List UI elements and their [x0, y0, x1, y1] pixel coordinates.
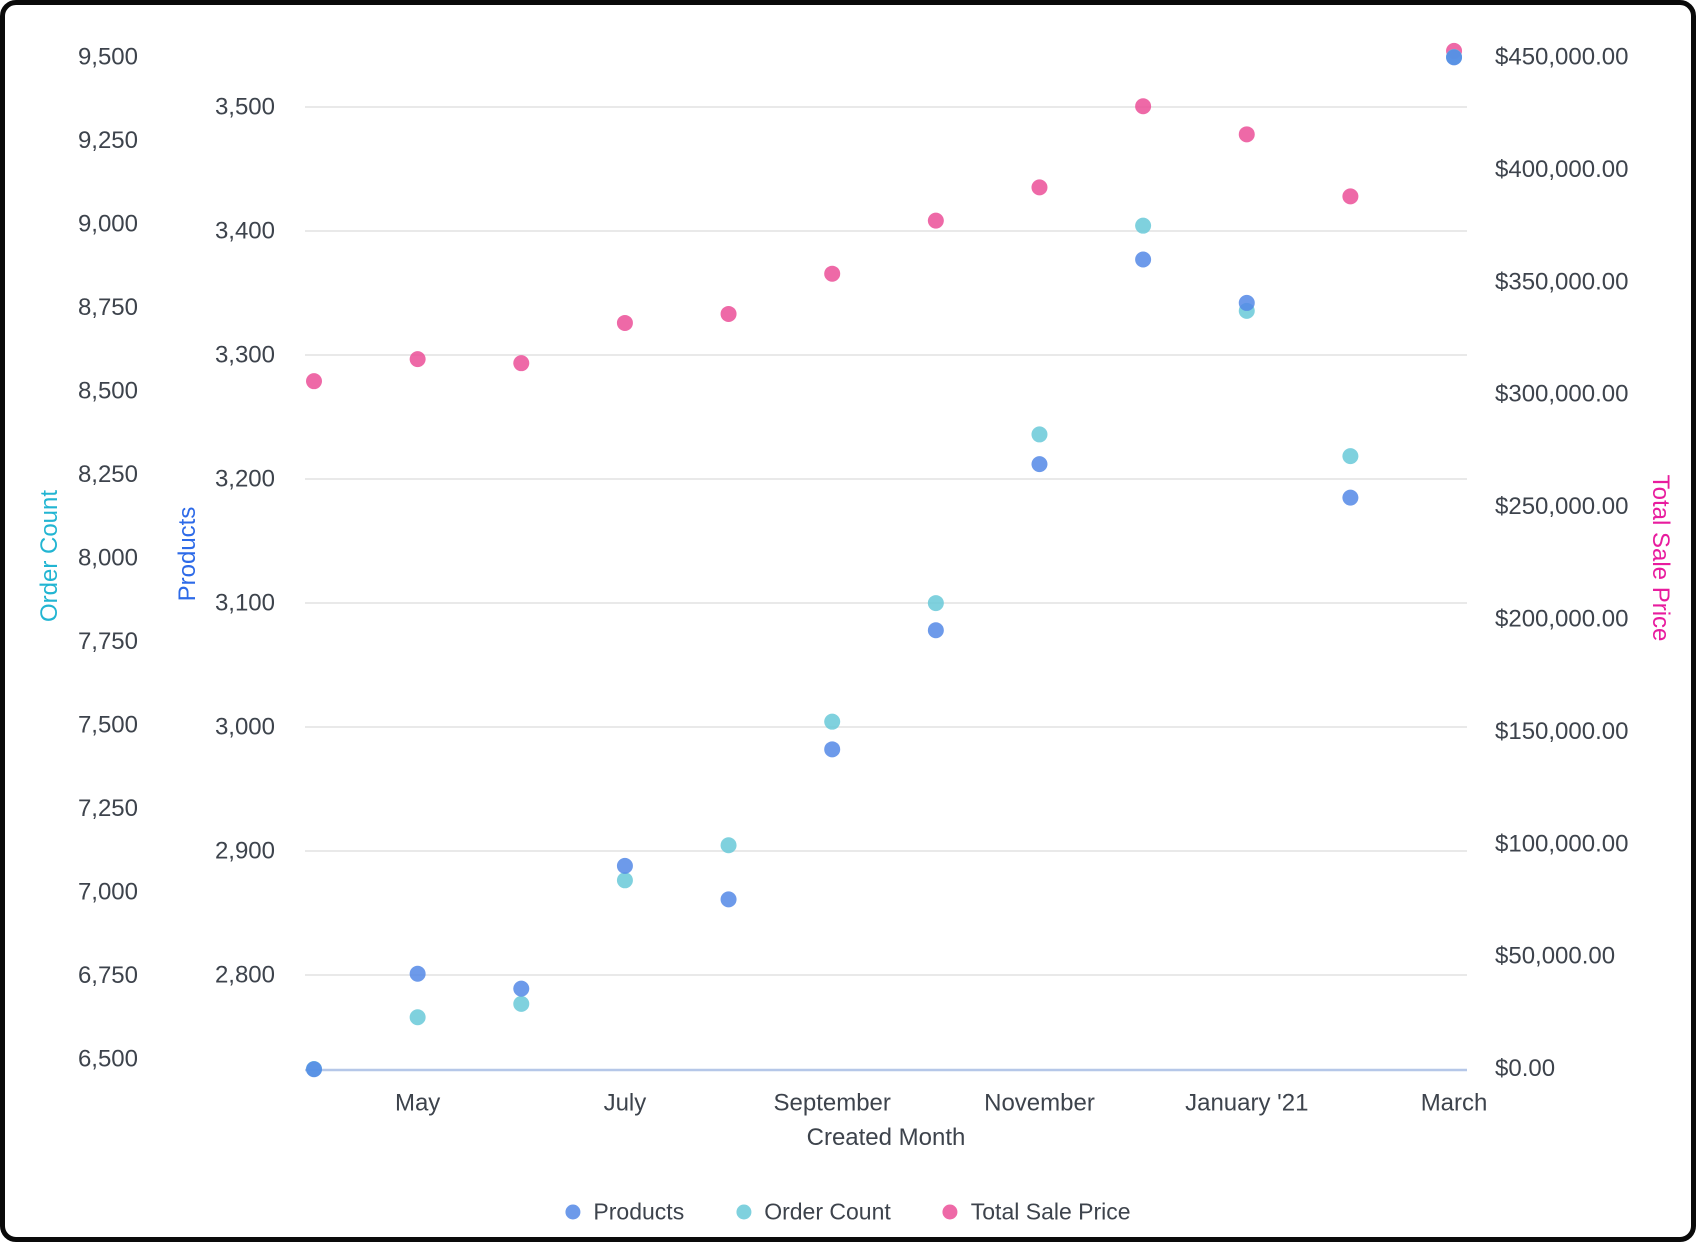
y-tick-label-products: 3,300: [215, 342, 275, 369]
data-point-products[interactable]: [824, 741, 841, 758]
scatter-plot: 9,500 9,250 9,000 8,750 8,500 8,250 8,000 7,750…: [78, 42, 1628, 1117]
y-tick-label-order-count: 7,750: [78, 628, 138, 655]
y-tick-label-order-count: 7,500: [78, 712, 138, 739]
legend-label-total-sale-price: Total Sale Price: [970, 1198, 1131, 1225]
y-tick-label-order-count: 9,250: [78, 127, 138, 154]
x-axis-title: Created Month: [806, 1124, 966, 1151]
data-point-order-count[interactable]: [616, 872, 633, 889]
y-axis-title-order-count: Order Count: [36, 489, 63, 623]
data-point-total-sale-price[interactable]: [409, 351, 426, 368]
y-tick-label-order-count: 9,000: [78, 211, 138, 238]
x-tick-label: September: [773, 1090, 890, 1117]
legend-label-order-count: Order Count: [764, 1198, 891, 1225]
y-tick-label-products: 3,500: [215, 94, 275, 121]
y-tick-label-order-count: 6,500: [78, 1046, 138, 1073]
data-point-order-count[interactable]: [409, 1009, 426, 1026]
data-point-total-sale-price[interactable]: [1031, 179, 1048, 196]
legend-marker-products-icon: [565, 1204, 581, 1220]
y-tick-label-order-count: 8,000: [78, 545, 138, 572]
y-tick-label-order-count: 8,500: [78, 378, 138, 405]
legend-marker-total-sale-price-icon: [942, 1204, 958, 1220]
y-tick-label-total-sale-price: $150,000.00: [1495, 718, 1628, 745]
data-point-total-sale-price[interactable]: [927, 212, 944, 229]
data-point-total-sale-price[interactable]: [720, 305, 737, 322]
y-tick-label-products: 2,900: [215, 838, 275, 865]
y-axis-title-products: Products: [174, 506, 201, 602]
data-point-products[interactable]: [927, 622, 944, 639]
data-point-order-count[interactable]: [1031, 426, 1048, 443]
y-tick-label-order-count: 9,500: [78, 44, 138, 71]
data-point-products[interactable]: [1135, 251, 1152, 268]
data-point-products[interactable]: [1342, 489, 1359, 506]
x-tick-label: March: [1421, 1090, 1488, 1117]
data-point-order-count[interactable]: [927, 595, 944, 612]
x-tick-label: November: [984, 1090, 1095, 1117]
data-point-products[interactable]: [1238, 294, 1255, 311]
data-point-products[interactable]: [306, 1061, 322, 1078]
legend-item-products[interactable]: Products: [565, 1199, 684, 1226]
data-point-products[interactable]: [616, 857, 633, 874]
y-axis-title-total-sale-price: Total Sale Price: [1647, 474, 1674, 642]
y-tick-label-total-sale-price: $50,000.00: [1495, 943, 1615, 970]
data-point-products[interactable]: [513, 980, 530, 997]
data-point-total-sale-price[interactable]: [306, 373, 322, 390]
data-point-products[interactable]: [1031, 456, 1048, 473]
y-tick-label-order-count: 6,750: [78, 962, 138, 989]
y-tick-label-products: 3,400: [215, 218, 275, 245]
data-point-order-count[interactable]: [720, 837, 737, 854]
y-tick-label-order-count: 8,750: [78, 294, 138, 321]
x-tick-label: July: [604, 1090, 647, 1117]
data-point-order-count[interactable]: [824, 713, 841, 730]
y-tick-label-order-count: 8,250: [78, 461, 138, 488]
x-tick-label: January '21: [1185, 1090, 1308, 1117]
legend-marker-order-count-icon: [736, 1204, 752, 1220]
y-tick-label-total-sale-price: $400,000.00: [1495, 156, 1628, 183]
data-point-order-count[interactable]: [1135, 217, 1152, 234]
y-tick-label-total-sale-price: $450,000.00: [1495, 44, 1628, 71]
legend-item-total-sale-price[interactable]: Total Sale Price: [942, 1198, 1131, 1226]
data-point-products[interactable]: [1446, 49, 1463, 66]
legend: Products Order Count Total Sale Price: [565, 1198, 1131, 1226]
y-tick-label-total-sale-price: $350,000.00: [1495, 268, 1628, 295]
y-tick-label-order-count: 7,250: [78, 795, 138, 822]
y-tick-label-total-sale-price: $250,000.00: [1495, 493, 1628, 520]
legend-label-products: Products: [593, 1198, 685, 1225]
data-point-products[interactable]: [409, 965, 426, 982]
data-point-order-count[interactable]: [1342, 448, 1359, 465]
y-tick-label-total-sale-price: $200,000.00: [1495, 606, 1628, 633]
data-point-order-count[interactable]: [513, 995, 530, 1012]
y-tick-label-products: 3,000: [215, 714, 275, 741]
y-tick-label-order-count: 7,000: [78, 879, 138, 906]
y-tick-label-total-sale-price: $100,000.00: [1495, 830, 1628, 857]
y-tick-label-products: 3,100: [215, 590, 275, 617]
y-tick-label-total-sale-price: $300,000.00: [1495, 381, 1628, 408]
data-point-total-sale-price[interactable]: [1238, 126, 1255, 143]
y-tick-label-products: 3,200: [215, 466, 275, 493]
y-tick-label-products: 2,800: [215, 962, 275, 989]
data-point-total-sale-price[interactable]: [616, 314, 633, 331]
y-tick-label-total-sale-price: $0.00: [1495, 1055, 1555, 1082]
x-tick-label: May: [395, 1090, 440, 1117]
data-point-total-sale-price[interactable]: [1135, 98, 1152, 115]
data-point-total-sale-price[interactable]: [513, 355, 530, 372]
data-point-total-sale-price[interactable]: [824, 265, 841, 282]
legend-item-order-count[interactable]: Order Count: [736, 1199, 891, 1226]
data-point-products[interactable]: [720, 891, 737, 908]
data-point-total-sale-price[interactable]: [1342, 188, 1359, 205]
